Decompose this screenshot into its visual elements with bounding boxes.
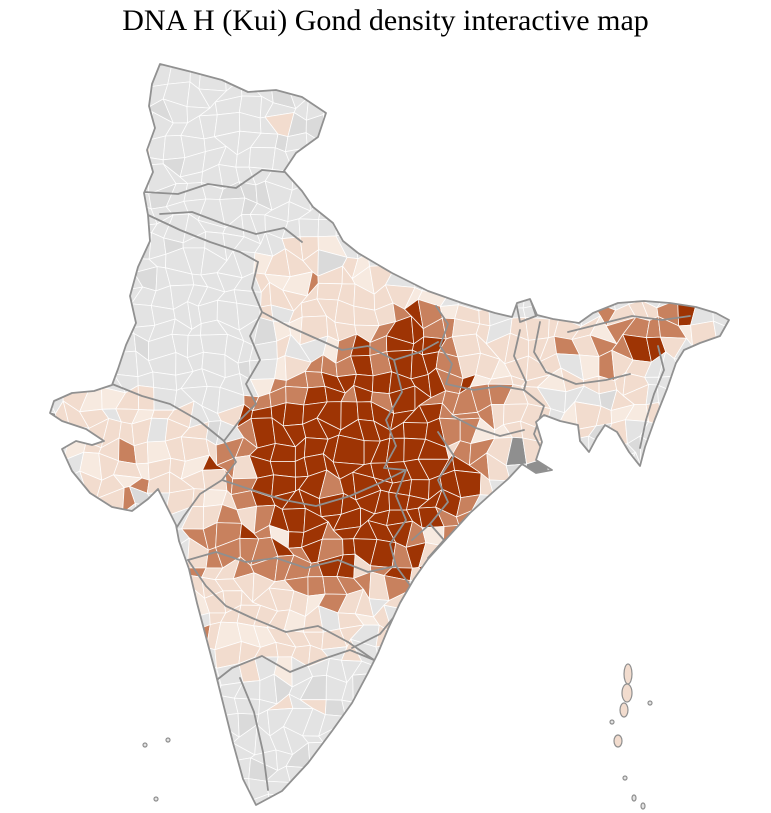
district-cell[interactable] [318,199,342,221]
district-cell[interactable] [309,182,323,212]
india-outline [49,63,730,806]
district-cell[interactable] [162,574,195,594]
district-cell[interactable] [673,358,702,378]
state-border-line [513,329,527,391]
district-cell[interactable] [163,537,190,569]
islands-group [142,663,653,810]
state-borders [111,169,691,791]
district-cell[interactable] [342,538,356,556]
island-district[interactable] [640,802,646,810]
state-border-line [251,617,375,661]
island-district[interactable] [153,796,159,802]
state-border-line [567,315,691,333]
district-cell[interactable] [341,699,357,721]
state-border-line [451,415,525,437]
state-border-line [435,305,453,385]
island-district[interactable] [647,700,653,706]
district-cell[interactable] [589,289,616,311]
district-cell[interactable] [240,78,263,97]
state-border-line [111,383,225,442]
island-district[interactable] [631,794,637,802]
district-cell[interactable] [375,644,393,669]
state-border-line [203,649,375,691]
district-cell[interactable] [488,479,511,500]
island-district[interactable] [623,663,633,685]
district-cell[interactable] [232,778,251,804]
island-district[interactable] [142,742,148,748]
district-cell[interactable] [284,147,308,173]
state-border-line [187,559,253,619]
district-cell[interactable] [233,697,261,715]
district-cell[interactable] [291,167,310,191]
island-district[interactable] [622,775,628,781]
district-cell[interactable] [34,383,56,414]
district-cell[interactable] [165,589,195,620]
district-cell[interactable] [186,49,210,73]
state-border-line [176,440,237,528]
district-cell[interactable] [622,451,650,479]
state-border-line [147,214,259,263]
district-cell[interactable] [402,422,429,440]
island-district[interactable] [621,683,633,703]
district-cell[interactable] [200,333,228,356]
state-border-line [159,211,303,243]
island-district[interactable] [619,702,629,718]
district-cell[interactable] [134,503,159,530]
district-cell[interactable] [574,435,590,457]
island-district[interactable] [609,719,615,725]
state-border-line [545,371,631,385]
state-border-line [389,469,407,567]
state-border-line [445,383,525,391]
district-cell[interactable] [658,402,676,431]
state-border-line [383,359,407,471]
state-border-line [187,551,397,573]
district-cell[interactable] [128,149,151,166]
district-cell[interactable] [133,441,149,465]
district-cell[interactable] [323,94,341,126]
district-cell[interactable] [248,146,276,170]
district-cell[interactable] [68,424,90,443]
island-district[interactable] [613,734,623,748]
state-border-line [223,261,263,442]
district-cell[interactable] [471,509,494,529]
state-border-line [239,677,269,791]
district-cell[interactable] [656,384,685,412]
district-cell[interactable] [322,741,342,773]
district-cell[interactable] [317,218,338,238]
island-district[interactable] [165,737,171,743]
district-cell[interactable] [282,402,305,427]
state-border-line [411,431,455,541]
district-cell[interactable] [332,434,365,466]
district-cell[interactable] [367,251,397,267]
district-cell[interactable] [588,435,617,462]
district-cell[interactable] [439,282,459,307]
district-cell[interactable] [307,576,326,597]
district-cell[interactable] [321,114,343,144]
state-border-line [261,311,439,361]
district-cell[interactable] [715,335,737,363]
state-border-line [221,469,407,507]
district-cell[interactable] [408,577,430,596]
district-cell[interactable] [298,218,320,238]
district-cell[interactable] [505,463,527,483]
district-cell[interactable] [137,111,154,141]
state-border-line [143,169,285,195]
district-cell[interactable] [307,741,329,773]
page-title: DNA H (Kui) Gond density interactive map [122,4,649,37]
state-border-line [639,345,665,449]
state-border-line [533,321,547,373]
